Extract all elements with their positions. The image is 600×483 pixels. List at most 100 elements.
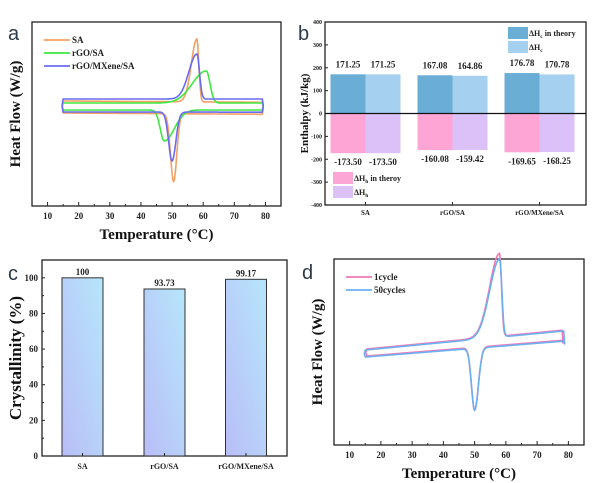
panel-b-y-tick-label: 300 — [313, 43, 322, 49]
legend-subscript: h — [365, 179, 368, 185]
panel-d-legend-label: 1cycle — [374, 272, 397, 282]
panel-d-x-tick-label: 70 — [533, 450, 543, 460]
panel-b-bar-hc-theory — [417, 75, 453, 114]
panel-c-y-tick-label: 60 — [29, 344, 39, 354]
legend-main: ΔH — [529, 29, 541, 38]
panel-a-x-tick-label: 40 — [136, 211, 146, 221]
panel-a-x-axis-label: Temperature (°C) — [100, 227, 214, 243]
panel-b-data-label: 171.25 — [371, 59, 396, 69]
panel-c-y-tick-label: 0 — [34, 451, 39, 461]
panel-b-data-label: -168.25 — [543, 156, 571, 166]
panel-b-data-label: -169.65 — [508, 156, 536, 166]
panel-d-x-tick-label: 60 — [501, 450, 511, 460]
panel-b-y-tick-label: -200 — [311, 157, 322, 163]
panel-b-data-label: 176.78 — [510, 58, 535, 68]
panel-b-y-tick-label: 100 — [313, 89, 322, 95]
panel-c-data-label: 99.17 — [236, 268, 257, 278]
panel-b-x-tick-label: rGO/MXene/SA — [515, 209, 564, 217]
legend-main: ΔH — [529, 43, 541, 52]
panel-d-x-tick-label: 80 — [564, 450, 574, 460]
panel-b-bar-hh-theory — [330, 113, 366, 154]
legend-main: ΔH — [354, 174, 366, 183]
panel-b-legend-hc-label: ΔHc — [529, 43, 543, 54]
panel-d-x-tick-label: 40 — [439, 450, 449, 460]
panel-c-bar — [225, 278, 267, 457]
panel-b-bar-hh — [452, 113, 488, 150]
panel-d-plot-frame — [333, 258, 585, 446]
panel-b-bar-hh-theory — [504, 113, 540, 153]
panel-b-bar-hh-theory — [417, 113, 453, 151]
panel-b-data-label: -173.50 — [369, 157, 397, 167]
panel-label-c: c — [8, 263, 18, 285]
panel-b-bar-hc — [539, 74, 575, 114]
legend-main: ΔH — [354, 188, 366, 197]
panel-b-y-tick-label: -400 — [311, 203, 322, 209]
panel-b-y-tick-label: -300 — [311, 180, 322, 186]
panel-a-x-tick-label: 70 — [230, 211, 240, 221]
panel-a-legend-label: rGO/MXene/SA — [72, 61, 135, 71]
legend-subscript: h — [365, 193, 368, 199]
panel-a-legend-label: rGO/SA — [72, 48, 105, 58]
panel-a-x-tick-label: 80 — [261, 211, 271, 221]
panel-c-y-axis-label: Crystallinity (%) — [6, 296, 25, 420]
panel-b-legend-hh-theory-label: ΔHh in theroy — [354, 174, 401, 185]
panel-b-legend-hh-theory-swatch — [333, 172, 353, 184]
panel-b-bar-hc — [365, 74, 401, 114]
panel-c-x-tick-label: rGO/MXene/SA — [218, 462, 274, 471]
panel-b-data-label: -159.42 — [456, 154, 484, 164]
panel-d-y-axis-label: Heat Flow (W/g) — [310, 299, 326, 406]
panel-b-bar-hh — [539, 113, 575, 152]
panel-d-legend-label: 50cycles — [374, 285, 406, 295]
panel-b-data-label: 170.78 — [545, 59, 570, 69]
panel-b-bar-hh — [365, 113, 401, 154]
panel-c-bar — [61, 277, 104, 457]
panel-a-x-tick-label: 20 — [74, 211, 84, 221]
panel-b-legend-hh-label: ΔHh — [354, 188, 368, 199]
panel-a-series-sa — [61, 38, 265, 183]
panel-c-x-tick-label: SA — [77, 462, 87, 471]
panel-c-x-tick-label: rGO/SA — [150, 462, 179, 471]
legend-subscript: c — [540, 48, 543, 54]
panel-a-x-tick-label: 10 — [43, 211, 53, 221]
legend-subscript: c — [540, 34, 543, 40]
panel-d-x-axis-label: Temperature (°C) — [402, 466, 516, 482]
panel-c-bar — [143, 288, 186, 457]
panel-b-y-tick-label: -100 — [311, 134, 322, 140]
panel-b-y-tick-label: 400 — [313, 20, 322, 26]
panel-b-y-axis-label: Enthalpy (kJ/kg) — [299, 73, 311, 153]
legend-suffix: in theory — [543, 29, 576, 38]
panel-a-series-rgo-mxene-sa — [61, 53, 265, 162]
panel-b-legend-hc-theory-label: ΔHc in theory — [529, 29, 576, 40]
panel-c-y-tick-label: 20 — [29, 415, 39, 425]
panel-b-y-tick-label: 200 — [313, 66, 322, 72]
panel-b-x-tick-label: rGO/SA — [440, 209, 465, 217]
panel-b-bar-hc-theory — [504, 73, 540, 114]
panel-b-x-tick-label: SA — [361, 209, 370, 217]
panel-label-b: b — [298, 23, 309, 45]
panel-label-a: a — [8, 23, 20, 45]
panel-a-x-tick-label: 30 — [105, 211, 115, 221]
panel-b-legend-hc-swatch — [508, 41, 528, 53]
legend-suffix: in theroy — [368, 174, 401, 183]
panel-b-data-label: 167.08 — [423, 60, 448, 70]
panel-b-y-tick-label: 0 — [319, 112, 322, 118]
panel-a-x-tick-label: 60 — [199, 211, 209, 221]
panel-a-x-tick-label: 50 — [168, 211, 178, 221]
panel-c-data-label: 93.73 — [154, 278, 175, 288]
panel-b-bar-hc-theory — [330, 74, 366, 114]
panel-b-data-label: 171.25 — [336, 59, 361, 69]
panel-d-series-50cycles — [363, 258, 566, 412]
panel-b-data-label: -160.08 — [421, 154, 449, 164]
panel-a-series-rgo-sa — [61, 70, 265, 142]
panel-d-x-tick-label: 50 — [470, 450, 480, 460]
panel-a-y-axis-label: Heat Flow (W/g) — [8, 61, 24, 168]
panel-d-x-tick-label: 30 — [408, 450, 418, 460]
panel-a-legend-label: SA — [72, 35, 84, 45]
panel-d-x-tick-label: 10 — [345, 450, 355, 460]
panel-c-data-label: 100 — [76, 267, 90, 277]
panel-b-data-label: 164.86 — [458, 61, 483, 71]
panel-label-d: d — [302, 262, 313, 284]
panel-c-y-tick-label: 100 — [25, 273, 39, 283]
panel-b-legend-hh-swatch — [333, 186, 353, 198]
